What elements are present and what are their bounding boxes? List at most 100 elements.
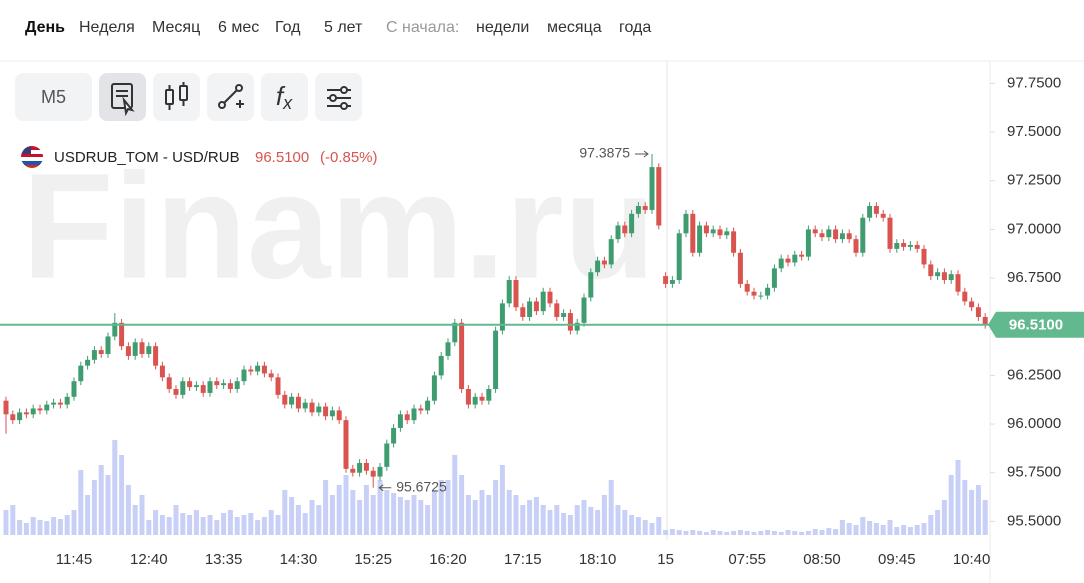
candle-body xyxy=(744,283,750,292)
volume-bar xyxy=(928,515,934,535)
period-option[interactable]: Месяц xyxy=(152,19,200,36)
candle-body xyxy=(683,213,689,234)
volume-bar xyxy=(227,510,233,535)
volume-bar xyxy=(418,500,424,535)
period-option[interactable]: 6 мес xyxy=(218,19,259,36)
volume-bar xyxy=(948,475,954,535)
volume-bar xyxy=(17,520,23,535)
volume-bar xyxy=(595,510,601,535)
volume-bar xyxy=(540,505,546,535)
last-price-pointer xyxy=(988,311,1084,338)
candle-body xyxy=(513,280,519,308)
candle-body xyxy=(867,206,873,218)
candle-body xyxy=(914,244,920,249)
candle-body xyxy=(792,254,798,263)
volume-bar xyxy=(105,475,111,535)
volume-bar xyxy=(914,525,920,535)
period-option[interactable]: День xyxy=(25,19,65,36)
volume-bar xyxy=(221,513,227,535)
candle-body xyxy=(778,258,784,269)
candle-body xyxy=(588,272,594,298)
x-tick-label: 18:10 xyxy=(579,551,617,568)
volume-bar xyxy=(78,470,84,535)
volume-bar xyxy=(642,520,648,535)
candle-body xyxy=(336,410,342,421)
candle-body xyxy=(574,322,580,331)
candle-body xyxy=(921,248,927,265)
since-option[interactable]: недели xyxy=(476,19,529,36)
volume-bar xyxy=(425,505,431,535)
volume-bar xyxy=(153,510,159,535)
candle-body xyxy=(64,396,70,405)
candle-body xyxy=(690,213,696,253)
volume-bar xyxy=(506,490,512,535)
period-option[interactable]: 5 лет xyxy=(324,19,363,36)
interval-button[interactable] xyxy=(15,73,92,121)
legend-change: (-0.85%) xyxy=(320,149,378,166)
candle-body xyxy=(241,369,247,382)
volume-bar xyxy=(146,520,152,535)
period-option[interactable]: Год xyxy=(275,19,301,36)
candle-body xyxy=(71,381,77,397)
legend-symbol: USDRUB_TOM - USD/RUB xyxy=(54,149,240,166)
candle-body xyxy=(853,239,859,253)
candle-body xyxy=(57,402,63,405)
volume-bar xyxy=(139,495,145,535)
indicators-button[interactable] xyxy=(261,73,308,121)
volume-bar xyxy=(731,531,737,535)
candle-body xyxy=(547,291,553,304)
candle-body xyxy=(187,381,193,388)
volume-bar xyxy=(289,497,295,535)
candle-body xyxy=(833,229,839,240)
since-option[interactable]: месяца xyxy=(547,19,602,36)
toolbar: M5 fx xyxy=(15,73,362,121)
volume-bar xyxy=(119,455,125,535)
volume-bar xyxy=(520,505,526,535)
volume-bar xyxy=(608,480,614,535)
volume-bar xyxy=(588,507,594,535)
interval-label: M5 xyxy=(41,87,66,107)
volume-bar xyxy=(629,515,635,535)
volume-bar xyxy=(363,485,369,535)
volume-bar xyxy=(193,510,199,535)
notes-icon xyxy=(111,83,135,117)
volume-bar xyxy=(982,500,988,535)
candle-body xyxy=(166,377,172,390)
since-option[interactable]: года xyxy=(619,19,651,36)
volume-bar xyxy=(581,500,587,535)
volume-bar xyxy=(159,515,165,535)
volume-bar xyxy=(935,510,941,535)
volume-bar xyxy=(846,523,852,535)
candle-body xyxy=(663,276,669,284)
watermark: Finam.ru xyxy=(22,142,655,310)
period-option[interactable]: Неделя xyxy=(79,19,135,36)
volume-bar xyxy=(57,519,63,535)
candle-body xyxy=(486,389,492,401)
candle-body xyxy=(139,342,145,354)
volume-bar xyxy=(853,525,859,535)
candles-button[interactable] xyxy=(153,73,200,121)
candle-body xyxy=(384,443,390,467)
candle-body xyxy=(758,295,764,297)
candle-body xyxy=(323,406,329,417)
x-tick-label: 13:35 xyxy=(205,551,243,568)
volume-bar xyxy=(751,532,757,535)
volume-bar xyxy=(601,495,607,535)
candle-body xyxy=(703,225,709,234)
last-price-label: 96.5100 xyxy=(1009,317,1063,334)
candle-body xyxy=(785,258,791,263)
volume-bar xyxy=(459,475,465,535)
volume-bar xyxy=(785,530,791,535)
volume-bar xyxy=(241,515,247,535)
candle-body xyxy=(649,167,655,210)
volume-bar xyxy=(683,531,689,535)
legend: USDRUB_TOM - USD/RUB 96.5100 (-0.85%) xyxy=(21,146,378,168)
volume-bar xyxy=(445,480,451,535)
x-tick-label: 07:55 xyxy=(728,551,766,568)
x-tick-label: 17:15 xyxy=(504,551,542,568)
legend-price: 96.5100 xyxy=(255,149,309,166)
volume-bar xyxy=(411,495,417,535)
volume-bar xyxy=(125,485,131,535)
flag-icon xyxy=(21,146,43,168)
candle-body xyxy=(459,322,465,390)
